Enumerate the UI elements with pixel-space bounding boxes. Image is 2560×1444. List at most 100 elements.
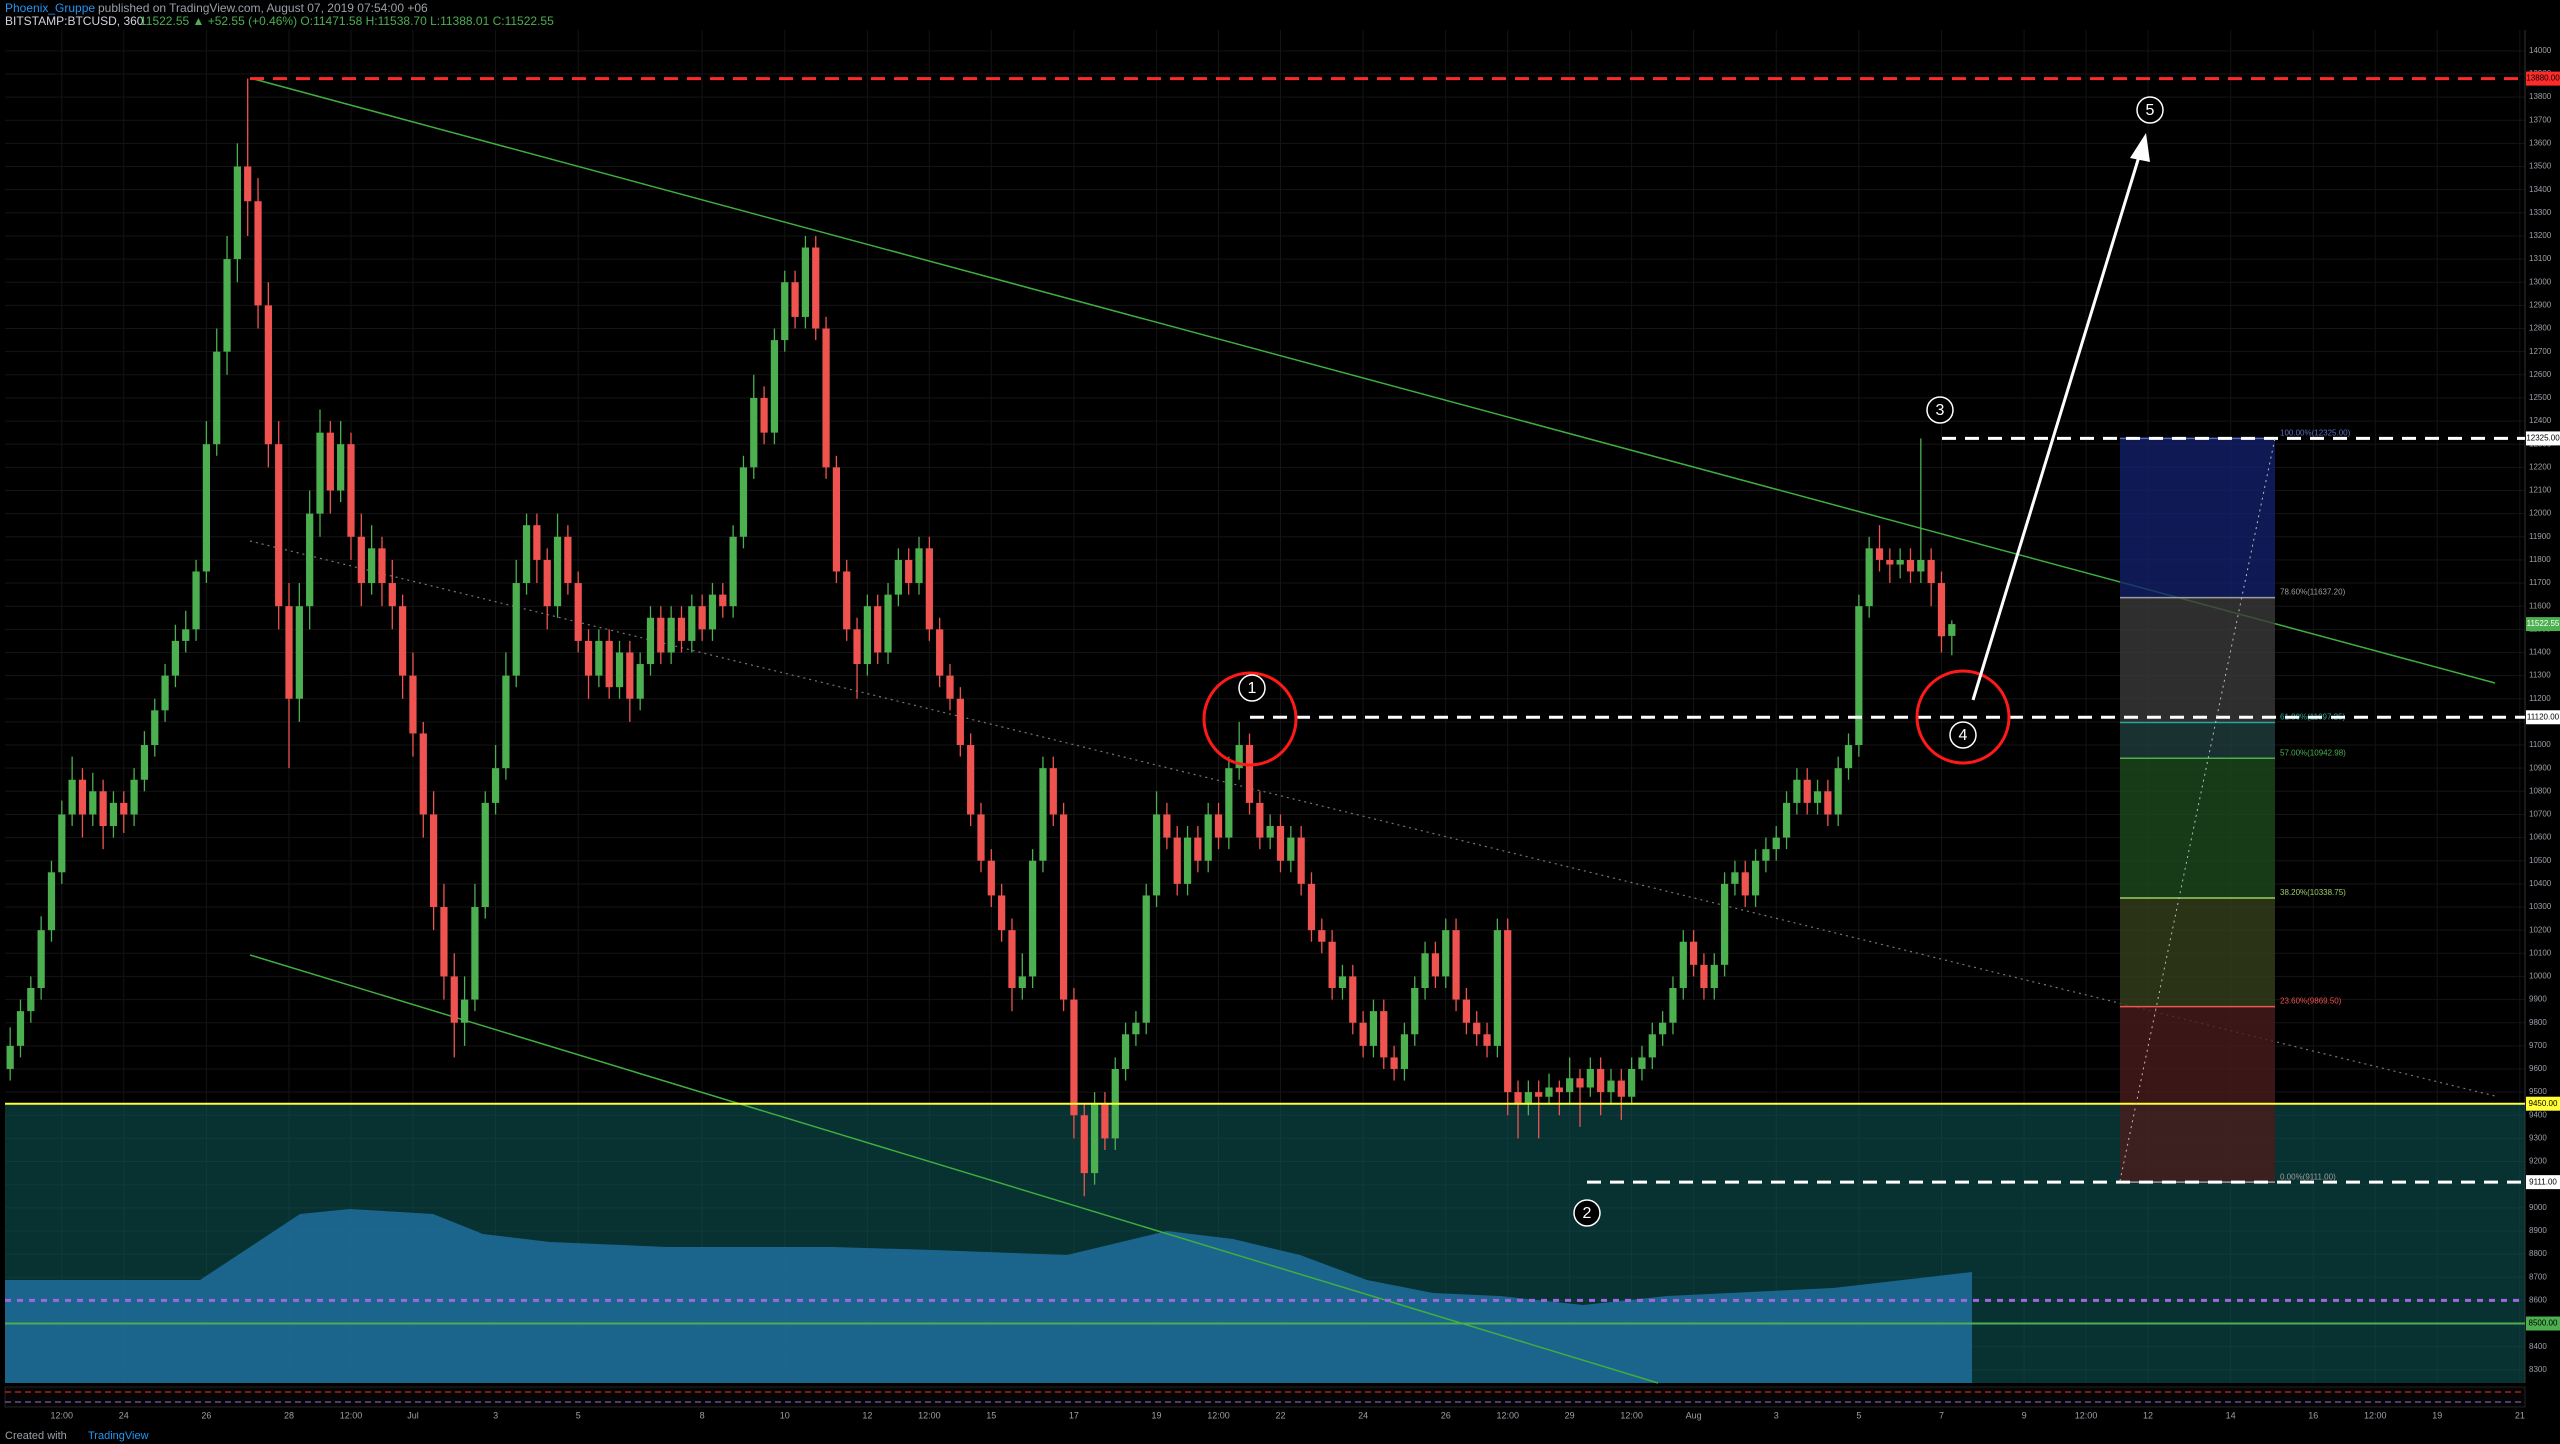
candle-body [89, 791, 97, 815]
candle-body [1700, 964, 1708, 988]
annotations: 1 2 3 4 5 [1202, 96, 2276, 1227]
candle-body [1225, 768, 1233, 838]
x-tick-label: 29 [1565, 1410, 1575, 1420]
candle-body [419, 733, 427, 815]
y-tick-label: 13800 [2529, 92, 2552, 101]
level-label: 13880.00 [2526, 74, 2560, 83]
candle-body [1235, 745, 1243, 769]
candle-body [1844, 745, 1853, 769]
candle-body [1555, 1087, 1563, 1093]
fib-label: 78.60%(11637.20) [2280, 588, 2346, 597]
wave-circle [1949, 721, 1977, 749]
candle-body [1029, 860, 1037, 977]
candle-body [1049, 768, 1057, 815]
candle-body [502, 675, 510, 769]
candle-body [636, 664, 644, 699]
candle-body [791, 282, 799, 317]
candle-body [1524, 1092, 1532, 1104]
wave-label: 2 [1573, 1199, 1601, 1227]
x-tick-label: 12:00 [1620, 1410, 1643, 1420]
candle-body [801, 247, 810, 317]
candle-body [1514, 1092, 1522, 1104]
candle-body [58, 814, 66, 873]
y-tick-label: 8700 [2529, 1272, 2547, 1281]
candle-body [1638, 1057, 1646, 1069]
wave-number: 3 [1936, 402, 1945, 419]
published: published on TradingView.com, August 07,… [98, 1, 428, 15]
quote: 11522.55 ▲ +52.55 (+0.46%) O:11471.58 H:… [140, 14, 554, 28]
candle-body [357, 536, 365, 584]
candle-body [1937, 583, 1946, 637]
strip-pane [4, 1386, 2526, 1408]
y-tick-label: 9400 [2529, 1110, 2547, 1119]
candle-body [987, 860, 995, 896]
candle-body [1442, 930, 1450, 977]
candle-body [874, 606, 882, 653]
candle-body [1731, 872, 1739, 884]
candle-body [161, 675, 169, 711]
candle-body [1720, 883, 1729, 965]
candle-body [491, 768, 500, 803]
wave-circle [1238, 674, 1266, 702]
wave-label: 3 [1926, 396, 1954, 424]
candle-body [522, 525, 531, 584]
y-tick-label: 12800 [2529, 324, 2552, 333]
y-tick-label: 10200 [2529, 925, 2552, 934]
y-tick-label: 13500 [2529, 162, 2552, 171]
fib-label: 57.00%(10942.98) [2280, 748, 2346, 757]
x-tick-label: 12:00 [51, 1410, 74, 1420]
candle-body [182, 629, 190, 641]
y-tick-label: 11400 [2529, 648, 2551, 657]
candle-body [1741, 872, 1749, 896]
y-tick-label: 9800 [2529, 1018, 2547, 1027]
candle-body [337, 444, 345, 491]
candle-body [1597, 1068, 1605, 1093]
candle-body [750, 397, 758, 468]
x-tick-label: 12:00 [2364, 1410, 2387, 1420]
y-tick-label: 11200 [2529, 694, 2551, 703]
candle-body [1400, 1034, 1409, 1069]
candle-body [368, 548, 376, 584]
candle-body [1173, 837, 1181, 884]
candle-body [946, 675, 954, 699]
candle-body [1886, 559, 1894, 565]
candle-body [37, 930, 45, 988]
y-tick-label: 9200 [2529, 1157, 2547, 1166]
candle-body [1824, 791, 1832, 815]
candle-body [1152, 814, 1161, 896]
x-tick-label: 19 [1152, 1410, 1162, 1420]
candle-body [1855, 606, 1863, 746]
candle-body [1586, 1068, 1594, 1088]
candle-body [1070, 999, 1078, 1116]
y-tick-label: 13700 [2529, 115, 2552, 124]
candle-body [719, 594, 727, 607]
candle-body [388, 583, 396, 607]
candle-body [1328, 941, 1336, 988]
x-tick-label: 21 [2515, 1410, 2525, 1420]
level-label-box [2526, 710, 2560, 725]
indicator-area [5, 1209, 1972, 1383]
candle-body [1018, 976, 1026, 988]
y-tick-label: 9000 [2529, 1203, 2547, 1212]
candle-body [409, 675, 417, 734]
candle-body [192, 571, 200, 630]
candle-body [1535, 1092, 1543, 1097]
y-tick-label: 8400 [2529, 1342, 2547, 1351]
x-tick-label: 24 [119, 1410, 129, 1420]
candle-body [275, 444, 283, 607]
x-tick-label: 9 [2022, 1410, 2027, 1420]
trendline-lower [249, 954, 1659, 1384]
candle-body [460, 999, 469, 1023]
candle-body [853, 629, 861, 665]
x-tick-label: 12 [862, 1410, 872, 1420]
author: Phoenix_Gruppe [5, 1, 95, 15]
candle-body [68, 779, 76, 815]
candle-body [1349, 976, 1357, 1023]
level-label: 11120.00 [2527, 712, 2560, 721]
candle-body [223, 259, 231, 352]
y-tick-label: 12600 [2529, 370, 2552, 379]
candle-body [1411, 987, 1419, 1035]
y-tick-label: 11900 [2529, 532, 2551, 541]
fib-label: 38.20%(10338.75) [2280, 888, 2346, 897]
candle-body [471, 907, 479, 1000]
